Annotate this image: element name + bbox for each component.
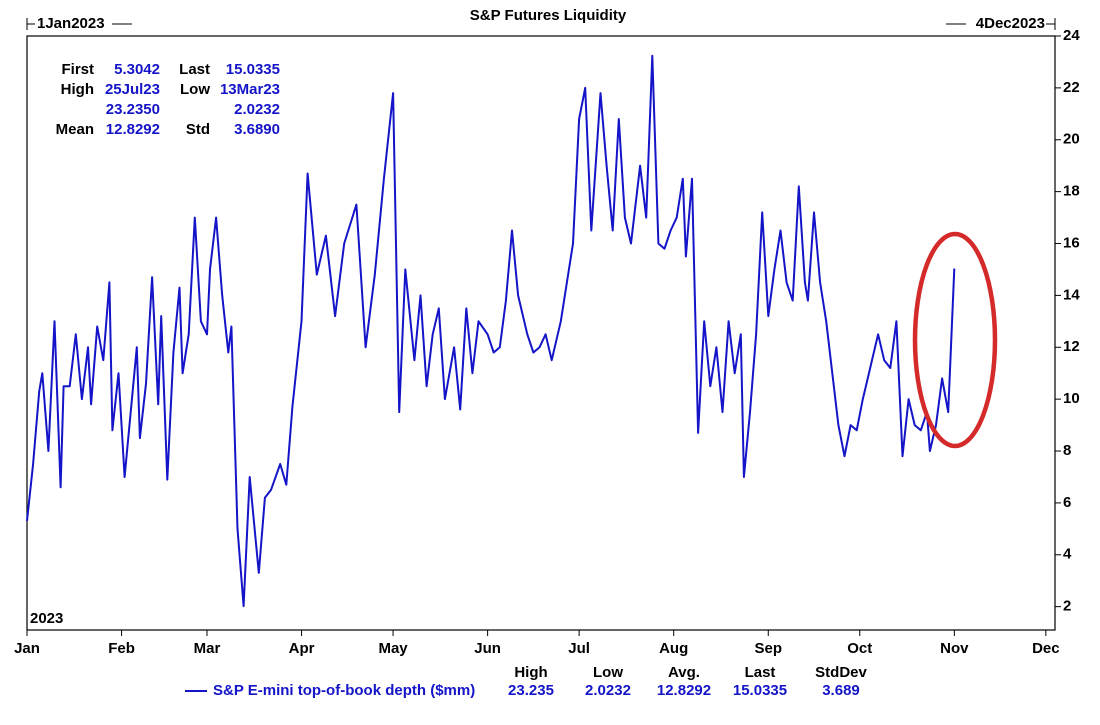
x-tick-label: Aug [659,640,688,657]
stat-label: Std [186,121,210,138]
y-tick-label: 2 [1063,598,1071,615]
x-tick-label: Oct [847,640,872,657]
y-tick-label: 10 [1063,390,1080,407]
y-tick-label: 6 [1063,494,1071,511]
legend-value: 15.0335 [733,682,787,699]
x-tick-label: Sep [755,640,783,657]
data-line [26,54,956,608]
stat-value: 2.0232 [234,101,280,118]
stat-label: High [61,81,94,98]
y-tick-label: 22 [1063,79,1080,96]
x-tick-label: Dec [1032,640,1060,657]
x-tick-label: Nov [940,640,969,657]
stat-value: 12.8292 [106,121,160,138]
y-tick-label: 16 [1063,234,1080,251]
stat-value: 23.2350 [106,101,160,118]
y-tick-label: 24 [1063,27,1080,44]
legend-value: 12.8292 [657,682,711,699]
stat-value: 15.0335 [226,61,280,78]
x-tick-label: May [378,640,408,657]
end-label: 4Dec2023 [976,15,1045,32]
y-tick-label: 14 [1063,286,1080,303]
start-label: 1Jan2023 [37,15,105,32]
legend-value: 3.689 [822,682,860,699]
legend-value: 23.235 [508,682,554,699]
x-tick-label: Mar [194,640,221,657]
legend-header: Last [745,664,776,681]
year-label: 2023 [30,610,63,627]
x-tick-label: Jan [14,640,40,657]
x-tick-label: Apr [289,640,315,657]
y-tick-label: 12 [1063,338,1080,355]
stat-value: 25Jul23 [105,81,160,98]
stat-label: Last [179,61,210,78]
legend-header: StdDev [815,664,867,681]
stat-label: First [61,61,94,78]
y-tick-label: 8 [1063,442,1071,459]
x-tick-label: Jul [568,640,590,657]
legend-label: S&P E-mini top-of-book depth ($mm) [213,682,475,699]
stat-value: 13Mar23 [220,81,280,98]
stat-value: 3.6890 [234,121,280,138]
stat-value: 5.3042 [114,61,160,78]
stats-box: First 5.3042 Last 15.0335 High 25Jul23 Low 13Ma… [56,61,280,138]
legend-value: 2.0232 [585,682,631,699]
y-tick-label: 20 [1063,131,1080,148]
stat-label: Mean [56,121,94,138]
y-tick-label: 18 [1063,183,1080,200]
x-tick-label: Feb [108,640,135,657]
highlight-circle [912,231,998,449]
legend-stats: High Low Avg. Last StdDev 23.235 2.0232 12.8292… [508,664,867,699]
y-tick-label: 4 [1063,546,1072,563]
legend-header: Avg. [668,664,700,681]
x-tick-label: Jun [474,640,501,657]
stat-label: Low [180,81,210,98]
chart-title: S&P Futures Liquidity [470,7,627,24]
legend-header: High [514,664,547,681]
plot-frame [26,35,1056,631]
legend-header: Low [593,664,623,681]
